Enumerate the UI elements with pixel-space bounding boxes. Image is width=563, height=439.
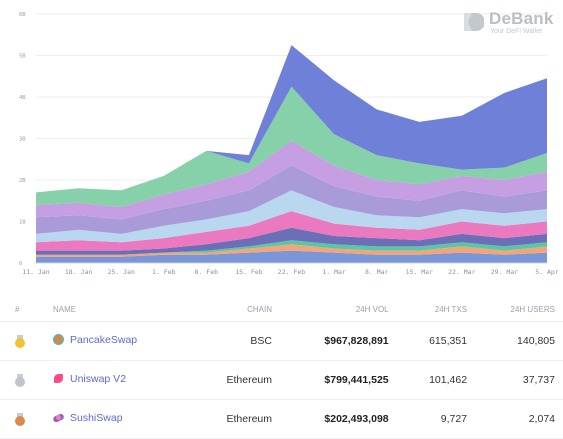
protocol-name[interactable]: SushiSwap bbox=[70, 411, 123, 424]
table-row[interactable]: PancakeSwap BSC $967,828,891 615,351 140… bbox=[0, 321, 563, 361]
stacked-area-chart: 0 1B 2B 3B 4B 5B 6B 11. Jan 18. Jan 25. Jan 1. Feb… bbox=[19, 12, 559, 276]
area-series-9 bbox=[36, 45, 547, 193]
debank-logo: DeBank Your DeFi Wallet bbox=[462, 9, 562, 39]
name-cell[interactable]: SushiSwap bbox=[45, 399, 191, 439]
header-24h-vol[interactable]: 24H VOL bbox=[280, 297, 397, 322]
bronze-medal-icon bbox=[15, 412, 25, 426]
x-tick-label: 5. Apr bbox=[535, 268, 559, 276]
x-tick-label: 11. Jan bbox=[22, 268, 49, 276]
y-tick-label: 4B bbox=[19, 95, 26, 101]
txs-cell: 101,462 bbox=[396, 360, 476, 400]
dex-ranking-table: # NAME CHAIN 24H VOL 24H TXS 24H USERS P… bbox=[0, 297, 563, 439]
area-series-5 bbox=[36, 190, 547, 243]
users-cell: 37,737 bbox=[475, 360, 563, 400]
users-cell: 2,074 bbox=[475, 399, 563, 439]
vol-cell: $967,828,891 bbox=[280, 321, 397, 361]
rank-cell bbox=[0, 360, 45, 400]
rank-cell bbox=[0, 321, 45, 361]
protocol-name[interactable]: PancakeSwap bbox=[70, 333, 138, 346]
area-series-2 bbox=[36, 240, 547, 255]
vol-cell: $202,493,098 bbox=[280, 399, 397, 439]
debank-logo-icon bbox=[464, 13, 484, 31]
protocol-name[interactable]: Uniswap V2 bbox=[70, 372, 127, 385]
chain-cell: Ethereum bbox=[190, 399, 280, 439]
x-tick-label: 29. Mar bbox=[491, 268, 518, 276]
logo-name: DeBank bbox=[489, 9, 554, 28]
x-tick-label: 8. Mar bbox=[365, 268, 389, 276]
uniswap-icon bbox=[53, 373, 64, 385]
y-tick-label: 0 bbox=[19, 261, 22, 267]
y-tick-label: 6B bbox=[19, 12, 26, 18]
x-tick-label: 8. Feb bbox=[195, 268, 219, 276]
table-row[interactable]: Uniswap V2 Ethereum $799,441,525 101,462… bbox=[0, 360, 563, 400]
header-24h-txs[interactable]: 24H TXS bbox=[396, 297, 476, 322]
pancakeswap-icon bbox=[53, 334, 64, 346]
txs-cell: 615,351 bbox=[396, 321, 476, 361]
name-cell[interactable]: PancakeSwap bbox=[45, 321, 191, 361]
y-tick-label: 3B bbox=[19, 137, 26, 143]
gold-medal-icon bbox=[15, 334, 25, 348]
x-tick-label: 1. Feb bbox=[152, 268, 176, 276]
area-series-3 bbox=[36, 227, 547, 255]
chain-cell: Ethereum bbox=[190, 360, 280, 400]
logo-tagline: Your DeFi Wallet bbox=[490, 28, 543, 35]
vol-cell: $799,441,525 bbox=[280, 360, 397, 400]
area-series-7 bbox=[36, 140, 547, 220]
header-name[interactable]: NAME bbox=[45, 297, 191, 322]
y-tick-label: 2B bbox=[19, 178, 26, 184]
txs-cell: 9,727 bbox=[396, 399, 476, 439]
table-header-row: # NAME CHAIN 24H VOL 24H TXS 24H USERS bbox=[0, 297, 563, 322]
users-cell: 140,805 bbox=[475, 321, 563, 361]
name-cell[interactable]: Uniswap V2 bbox=[45, 360, 191, 400]
header-rank: # bbox=[0, 297, 45, 322]
silver-medal-icon bbox=[15, 373, 25, 387]
x-tick-label: 15. Mar bbox=[406, 268, 433, 276]
x-tick-label: 25. Jan bbox=[107, 268, 134, 276]
area-series-4 bbox=[36, 211, 547, 251]
chain-cell: BSC bbox=[190, 321, 280, 361]
header-chain[interactable]: CHAIN bbox=[190, 297, 280, 322]
x-tick-label: 22. Mar bbox=[448, 268, 475, 276]
sushiswap-icon bbox=[53, 412, 64, 424]
x-tick-label: 18. Jan bbox=[65, 268, 92, 276]
rank-cell bbox=[0, 399, 45, 439]
x-tick-label: 15. Feb bbox=[235, 268, 262, 276]
header-24h-users[interactable]: 24H USERS bbox=[475, 297, 563, 322]
area-series-6 bbox=[36, 165, 547, 234]
y-tick-label: 5B bbox=[19, 54, 26, 60]
area-series-0 bbox=[36, 250, 547, 263]
y-tick-label: 1B bbox=[19, 220, 26, 226]
x-tick-label: 1. Mar bbox=[322, 268, 346, 276]
area-series-8 bbox=[36, 86, 547, 207]
x-tick-label: 22. Feb bbox=[278, 268, 305, 276]
area-series-1 bbox=[36, 244, 547, 257]
table-row[interactable]: SushiSwap Ethereum $202,493,098 9,727 2,… bbox=[0, 399, 563, 439]
